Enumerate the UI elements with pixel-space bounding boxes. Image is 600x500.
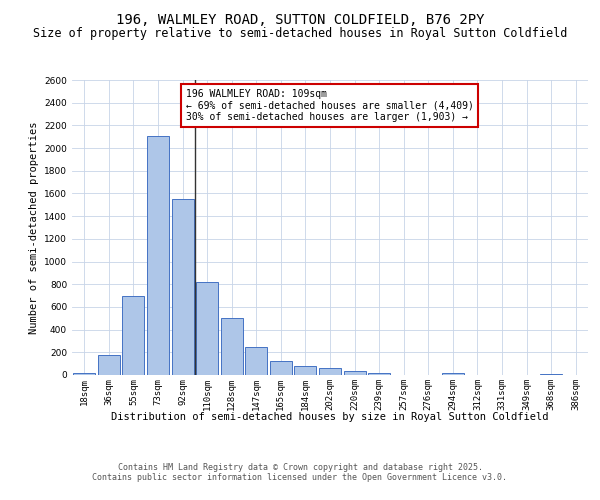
Bar (196, 282, 218, 375)
Bar (98, 355, 120, 375)
Bar (368, 372, 390, 375)
Bar (221, 318, 243, 375)
Bar (147, 136, 169, 375)
Bar (344, 371, 365, 375)
Text: Size of property relative to semi-detached houses in Royal Sutton Coldfield: Size of property relative to semi-detach… (33, 28, 567, 40)
Text: Contains HM Land Registry data © Crown copyright and database right 2025.
Contai: Contains HM Land Registry data © Crown c… (92, 462, 508, 482)
Y-axis label: Number of semi-detached properties: Number of semi-detached properties (29, 121, 38, 334)
Bar (442, 372, 464, 375)
Bar (172, 198, 194, 375)
Bar (319, 368, 341, 375)
Bar (245, 347, 268, 375)
Bar (122, 296, 145, 375)
Text: Distribution of semi-detached houses by size in Royal Sutton Coldfield: Distribution of semi-detached houses by … (111, 412, 549, 422)
Bar (73, 374, 95, 375)
Bar (295, 366, 316, 375)
Text: 196, WALMLEY ROAD, SUTTON COLDFIELD, B76 2PY: 196, WALMLEY ROAD, SUTTON COLDFIELD, B76… (116, 12, 484, 26)
Text: 196 WALMLEY ROAD: 109sqm
← 69% of semi-detached houses are smaller (4,409)
30% o: 196 WALMLEY ROAD: 109sqm ← 69% of semi-d… (185, 89, 473, 122)
Bar (270, 361, 292, 375)
Bar (540, 374, 562, 375)
